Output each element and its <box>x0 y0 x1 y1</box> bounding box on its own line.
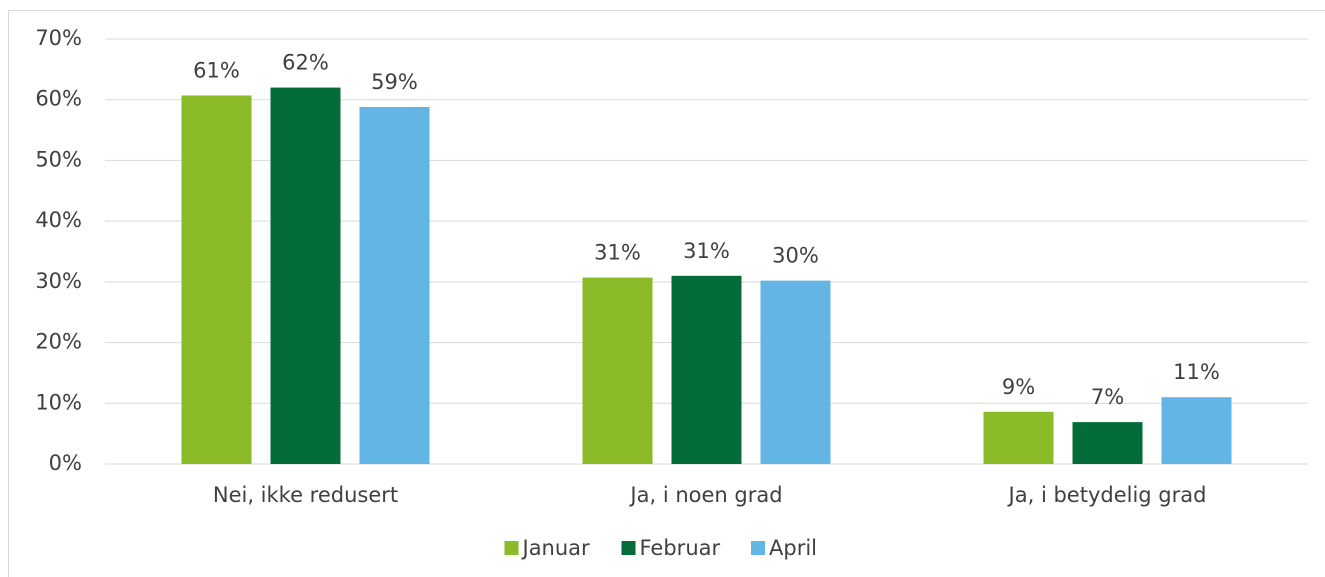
bar <box>1161 397 1232 464</box>
x-tick-label: Ja, i noen grad <box>628 483 782 507</box>
data-label: 30% <box>772 244 819 268</box>
legend-label: April <box>769 536 817 560</box>
legend-label: Januar <box>521 536 591 560</box>
bar <box>359 107 430 464</box>
y-tick-label: 50% <box>35 147 82 171</box>
data-label: 11% <box>1173 360 1220 384</box>
y-tick-label: 70% <box>35 26 82 50</box>
x-tick-label: Nei, ikke redusert <box>213 483 398 507</box>
data-label: 61% <box>193 58 240 82</box>
legend-label: Februar <box>640 536 721 560</box>
data-label: 62% <box>282 51 329 75</box>
bar <box>760 280 831 464</box>
chart-border <box>8 10 1325 577</box>
data-label: 31% <box>683 239 730 263</box>
legend-swatch <box>621 541 636 555</box>
legend-swatch <box>504 541 519 555</box>
bar <box>983 411 1054 464</box>
bar <box>671 275 742 464</box>
legend-swatch <box>751 541 765 555</box>
data-label: 31% <box>594 241 641 265</box>
bar <box>270 87 341 465</box>
data-label: 9% <box>1002 375 1035 399</box>
data-label: 7% <box>1091 385 1124 409</box>
y-tick-label: 60% <box>35 87 82 111</box>
y-tick-label: 30% <box>35 269 82 293</box>
y-tick-label: 40% <box>35 208 82 232</box>
y-tick-label: 20% <box>35 330 82 354</box>
bar <box>582 277 653 464</box>
data-label: 59% <box>371 70 418 94</box>
bar <box>181 95 252 464</box>
x-tick-label: Ja, i betydelig grad <box>1007 483 1207 507</box>
y-tick-label: 10% <box>35 390 82 414</box>
bar <box>1072 422 1143 464</box>
y-tick-label: 0% <box>49 451 82 475</box>
